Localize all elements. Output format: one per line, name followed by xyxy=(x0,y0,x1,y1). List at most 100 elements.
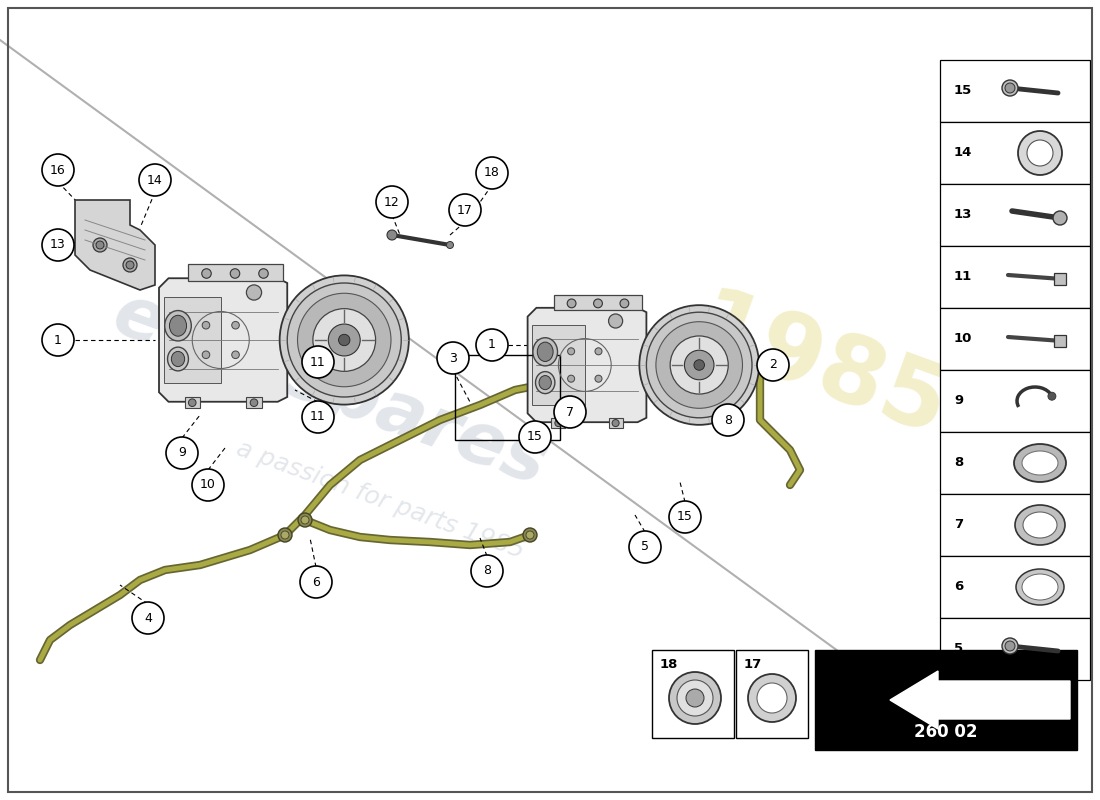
Text: 7: 7 xyxy=(566,406,574,418)
Text: 260 02: 260 02 xyxy=(914,723,978,741)
Bar xyxy=(554,294,642,310)
Circle shape xyxy=(1002,638,1018,654)
Circle shape xyxy=(620,299,629,308)
Circle shape xyxy=(471,555,503,587)
Ellipse shape xyxy=(1023,512,1057,538)
Text: 5: 5 xyxy=(641,541,649,554)
Text: 13: 13 xyxy=(51,238,66,251)
Circle shape xyxy=(684,350,714,380)
Bar xyxy=(940,494,1090,556)
Circle shape xyxy=(519,421,551,453)
Bar xyxy=(940,432,1090,494)
Circle shape xyxy=(647,312,752,418)
Circle shape xyxy=(188,399,196,406)
Bar xyxy=(940,618,1090,680)
Bar xyxy=(1054,273,1066,285)
Text: 1985: 1985 xyxy=(681,282,959,458)
Circle shape xyxy=(192,469,224,501)
Circle shape xyxy=(608,314,623,328)
Circle shape xyxy=(339,334,350,346)
Circle shape xyxy=(42,154,74,186)
Text: 13: 13 xyxy=(954,209,972,222)
Ellipse shape xyxy=(1014,444,1066,482)
Circle shape xyxy=(123,258,138,272)
Text: 17: 17 xyxy=(744,658,762,670)
Bar xyxy=(1054,335,1066,347)
Circle shape xyxy=(669,501,701,533)
Circle shape xyxy=(629,531,661,563)
Circle shape xyxy=(568,299,576,308)
Circle shape xyxy=(387,230,397,240)
Circle shape xyxy=(568,348,574,355)
Polygon shape xyxy=(160,278,287,402)
Circle shape xyxy=(595,375,602,382)
Circle shape xyxy=(232,351,240,358)
Text: 9: 9 xyxy=(954,394,964,407)
Circle shape xyxy=(302,401,334,433)
Ellipse shape xyxy=(536,371,554,394)
FancyArrow shape xyxy=(890,671,1070,729)
Bar xyxy=(940,246,1090,308)
Circle shape xyxy=(1027,140,1053,166)
Circle shape xyxy=(476,157,508,189)
Bar xyxy=(940,556,1090,618)
Circle shape xyxy=(449,194,481,226)
Polygon shape xyxy=(528,308,647,422)
Circle shape xyxy=(132,602,164,634)
Circle shape xyxy=(298,513,312,527)
Text: 11: 11 xyxy=(954,270,972,283)
Circle shape xyxy=(230,269,240,278)
Ellipse shape xyxy=(172,351,185,366)
Bar xyxy=(185,397,200,408)
Text: 14: 14 xyxy=(147,174,163,186)
Text: 11: 11 xyxy=(310,355,326,369)
Ellipse shape xyxy=(532,338,558,366)
Ellipse shape xyxy=(1022,451,1058,475)
Circle shape xyxy=(250,399,257,406)
Bar xyxy=(736,650,808,738)
Circle shape xyxy=(302,346,334,378)
Text: 10: 10 xyxy=(954,333,972,346)
Circle shape xyxy=(297,294,390,386)
Circle shape xyxy=(166,437,198,469)
Bar xyxy=(940,184,1090,246)
Circle shape xyxy=(1053,211,1067,225)
Text: 9: 9 xyxy=(178,446,186,459)
Bar xyxy=(246,397,262,408)
Bar xyxy=(940,370,1090,432)
Bar xyxy=(532,326,585,405)
Circle shape xyxy=(96,241,104,249)
Bar xyxy=(551,418,565,428)
Circle shape xyxy=(712,404,744,436)
Circle shape xyxy=(280,531,289,539)
Circle shape xyxy=(328,324,360,356)
Bar xyxy=(815,650,1077,750)
Circle shape xyxy=(554,396,586,428)
Text: eurospares: eurospares xyxy=(103,279,557,501)
Circle shape xyxy=(1005,83,1015,93)
Text: a passion for parts 1985: a passion for parts 1985 xyxy=(233,437,527,563)
Ellipse shape xyxy=(1015,505,1065,545)
Circle shape xyxy=(694,360,704,370)
Circle shape xyxy=(594,299,603,308)
Bar xyxy=(652,650,734,738)
Circle shape xyxy=(279,275,409,405)
Circle shape xyxy=(300,566,332,598)
Circle shape xyxy=(526,531,534,539)
Circle shape xyxy=(612,419,619,426)
Circle shape xyxy=(748,674,796,722)
Text: 18: 18 xyxy=(660,658,679,670)
Circle shape xyxy=(376,186,408,218)
Bar xyxy=(608,418,623,428)
Circle shape xyxy=(301,516,309,524)
Circle shape xyxy=(757,683,786,713)
Circle shape xyxy=(202,351,210,358)
Ellipse shape xyxy=(1022,574,1058,600)
Text: 15: 15 xyxy=(678,510,693,523)
Ellipse shape xyxy=(539,375,551,390)
Circle shape xyxy=(522,528,537,542)
Circle shape xyxy=(676,680,713,716)
Text: 16: 16 xyxy=(51,163,66,177)
Circle shape xyxy=(595,348,602,355)
Circle shape xyxy=(312,309,375,371)
